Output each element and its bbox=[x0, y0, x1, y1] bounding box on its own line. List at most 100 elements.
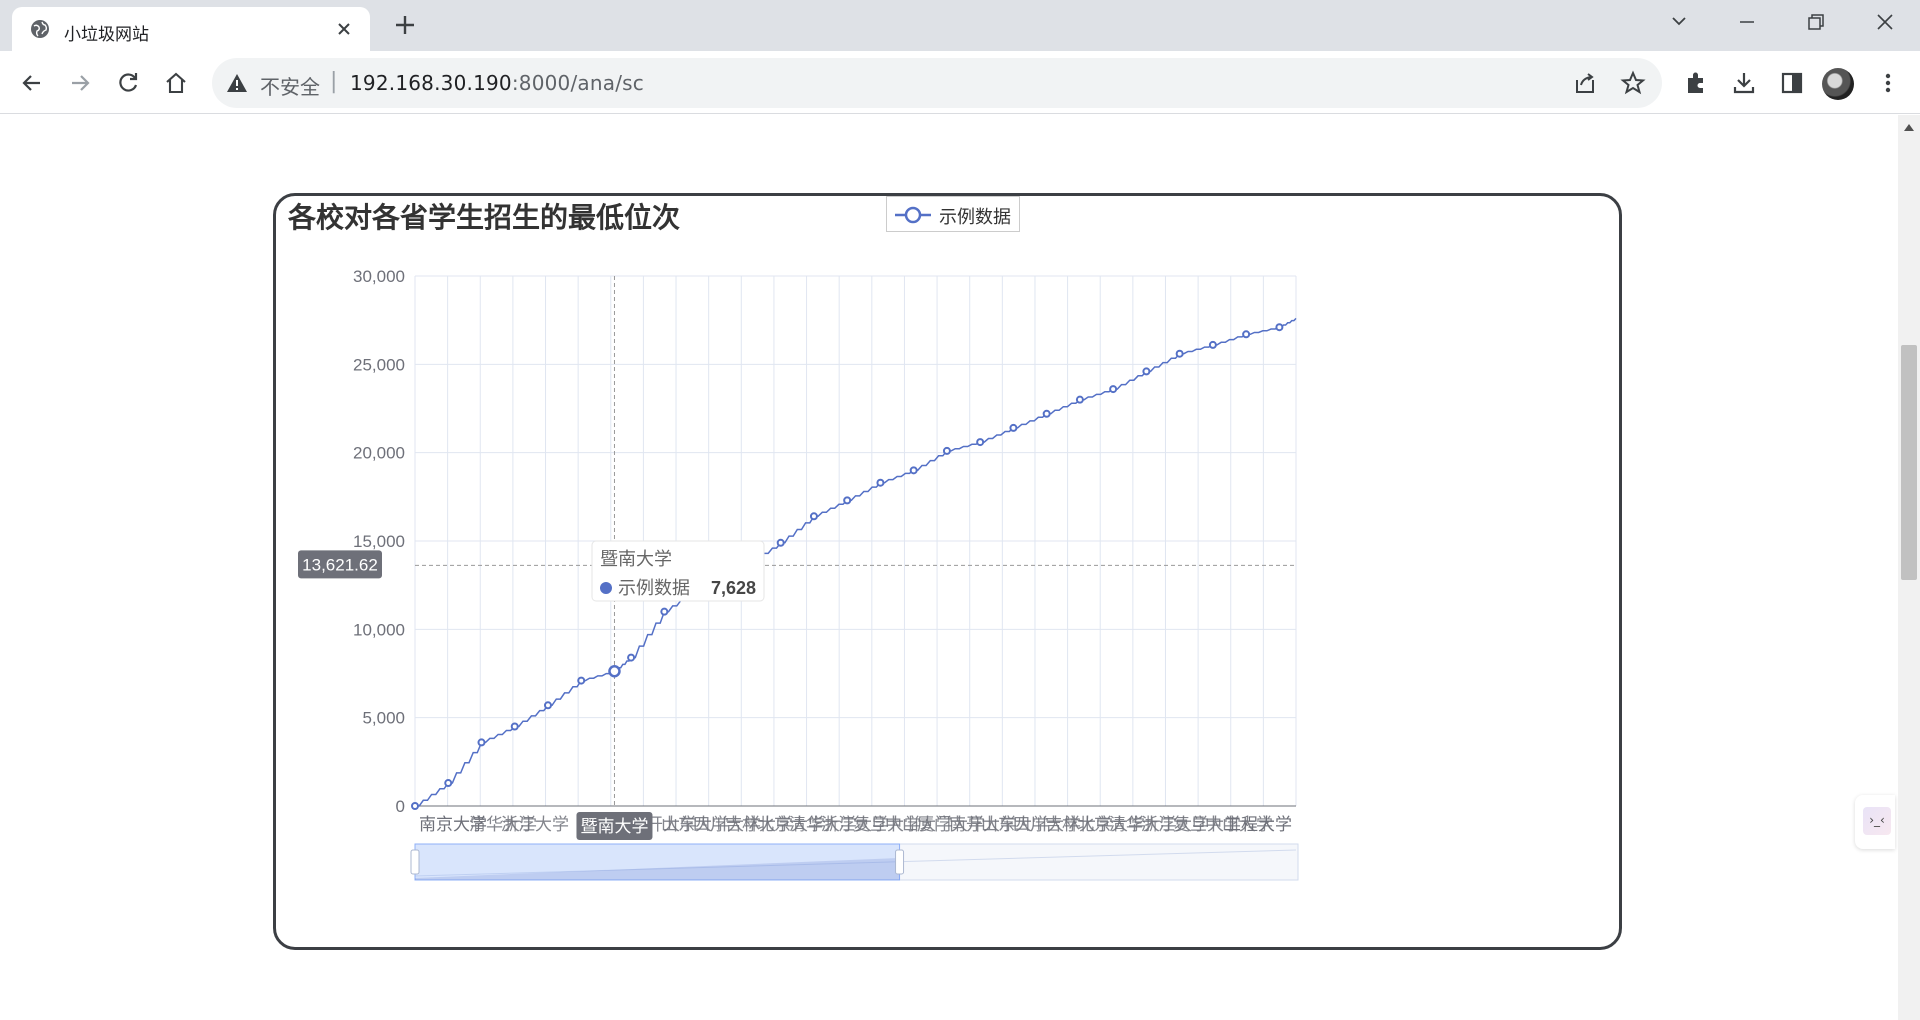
pointer-label-y-bg bbox=[298, 550, 382, 579]
data-point bbox=[1109, 385, 1118, 394]
pointer-label-x-bg bbox=[576, 812, 653, 840]
tab-title: 小垃圾网站 bbox=[64, 25, 149, 45]
y-tick-label: 25,000 bbox=[353, 355, 405, 374]
data-point bbox=[577, 676, 586, 685]
data-point bbox=[876, 478, 885, 487]
x-tick-label: 复旦大学 bbox=[853, 815, 921, 834]
zoom-area bbox=[415, 858, 900, 880]
home-icon[interactable] bbox=[162, 69, 190, 97]
minimize-icon[interactable] bbox=[1732, 10, 1762, 34]
data-point bbox=[411, 802, 419, 810]
x-tick-label: 北京大学 bbox=[757, 815, 825, 834]
forward-icon[interactable] bbox=[66, 69, 94, 97]
tooltip-marker bbox=[600, 582, 612, 594]
x-tick-label: 浙江大学 bbox=[501, 815, 569, 834]
avatar[interactable] bbox=[1822, 68, 1854, 100]
menu-icon[interactable] bbox=[1874, 69, 1902, 97]
side-widget[interactable]: ›_‹ bbox=[1855, 795, 1895, 849]
y-tick-label: 0 bbox=[396, 797, 405, 816]
separator: | bbox=[330, 69, 338, 94]
restore-icon[interactable] bbox=[1800, 10, 1830, 34]
x-tick-label: 四川大学 bbox=[1013, 815, 1081, 834]
data-point bbox=[976, 438, 985, 447]
scrollbar[interactable] bbox=[1898, 115, 1920, 1020]
pointer-label-y: 13,621.62 bbox=[302, 555, 378, 574]
address-bar[interactable]: 不安全 | 192.168.30.190:8000/ana/sc bbox=[212, 58, 1662, 108]
data-point bbox=[1009, 423, 1018, 432]
url-host: 192.168.30.190 bbox=[350, 71, 512, 95]
x-tick-label: 南京大学 bbox=[419, 815, 487, 834]
x-tick-label: 山东大学 bbox=[981, 815, 1049, 834]
y-tick-label: 20,000 bbox=[353, 444, 405, 463]
browser-tab[interactable]: 小垃圾网站 bbox=[12, 7, 370, 51]
globe-icon bbox=[31, 20, 49, 38]
x-tick-label: 厦门大学 bbox=[917, 815, 985, 834]
data-point bbox=[1275, 323, 1284, 332]
share-icon[interactable] bbox=[1572, 70, 1598, 96]
tab-search-icon[interactable] bbox=[1664, 10, 1694, 34]
zoom-handle-right[interactable] bbox=[895, 849, 905, 875]
x-tick-label: 吉林大学 bbox=[1045, 815, 1113, 834]
data-point bbox=[660, 607, 669, 616]
legend-line-icon bbox=[895, 206, 931, 224]
data-point bbox=[1175, 349, 1184, 358]
hover-point bbox=[608, 664, 621, 678]
chart-legend[interactable]: 示例数据 bbox=[886, 196, 1020, 232]
data-point bbox=[1042, 409, 1051, 418]
assistant-icon[interactable]: ›_‹ bbox=[1863, 807, 1891, 835]
data-point bbox=[776, 538, 785, 547]
extensions-icon[interactable] bbox=[1682, 69, 1710, 97]
data-point bbox=[843, 496, 852, 505]
download-icon[interactable] bbox=[1730, 69, 1758, 97]
data-point bbox=[510, 722, 519, 731]
x-tick-label: 复旦大学 bbox=[1173, 815, 1241, 834]
zoom-track bbox=[414, 843, 1299, 881]
back-icon[interactable] bbox=[18, 69, 46, 97]
side-panel-icon[interactable] bbox=[1778, 69, 1806, 97]
security-label[interactable]: 不安全 bbox=[260, 75, 320, 99]
warning-icon[interactable] bbox=[226, 73, 248, 93]
tooltip-series: 示例数据 bbox=[618, 578, 690, 598]
chart-card: 0 5,000 10,000 15,000 20,000 25,000 30,000 南京大学… bbox=[273, 193, 1622, 950]
series-line bbox=[415, 317, 1297, 807]
x-tick-label: 工程大学 bbox=[1224, 815, 1292, 834]
y-tick-label: 5,000 bbox=[362, 709, 405, 728]
x-tick-label: 清华大学 bbox=[469, 815, 537, 834]
close-window-icon[interactable] bbox=[1870, 10, 1900, 34]
x-tick-label: 北京大学 bbox=[1077, 815, 1145, 834]
y-tick-label: 30,000 bbox=[353, 267, 405, 286]
legend-label: 示例数据 bbox=[939, 207, 1011, 228]
reload-icon[interactable] bbox=[114, 69, 142, 97]
tooltip-value: 7,628 bbox=[711, 578, 756, 598]
new-tab-icon[interactable] bbox=[392, 12, 418, 38]
tooltip-category: 暨南大学 bbox=[600, 549, 672, 569]
data-point bbox=[477, 738, 486, 747]
x-tick-label: 中山大学 bbox=[885, 815, 953, 834]
x-tick-label: 南开大学 bbox=[949, 815, 1017, 834]
page-viewport: 0 5,000 10,000 15,000 20,000 25,000 30,000 南京大学… bbox=[0, 115, 1898, 1020]
data-point bbox=[909, 466, 918, 475]
data-point bbox=[942, 446, 951, 455]
close-icon[interactable] bbox=[334, 19, 354, 39]
browser-toolbar: 不安全 | 192.168.30.190:8000/ana/sc bbox=[0, 51, 1920, 114]
x-tick-label: 中山大学 bbox=[1205, 815, 1273, 834]
x-tick-label: 清华大学 bbox=[789, 815, 857, 834]
y-tick-label: 10,000 bbox=[353, 620, 405, 639]
url-text[interactable]: 192.168.30.190:8000/ana/sc bbox=[350, 71, 644, 95]
data-point bbox=[1075, 395, 1084, 404]
data-point bbox=[627, 653, 636, 662]
zoom-handle-left[interactable] bbox=[410, 849, 420, 875]
x-tick-label: 浙江大学 bbox=[821, 815, 889, 834]
scroll-up-icon[interactable] bbox=[1904, 123, 1914, 131]
y-tick-label: 15,000 bbox=[353, 532, 405, 551]
scroll-thumb[interactable] bbox=[1901, 345, 1917, 580]
x-tick-label: 清华大学 bbox=[1109, 815, 1177, 834]
line-chart[interactable]: 0 5,000 10,000 15,000 20,000 25,000 30,000 南京大学… bbox=[276, 196, 1619, 947]
chart-title: 各校对各省学生招生的最低位次 bbox=[288, 201, 681, 234]
data-point bbox=[1242, 330, 1251, 339]
zoom-preview-line bbox=[414, 849, 1297, 877]
bookmark-star-icon[interactable] bbox=[1620, 70, 1646, 96]
url-path: :8000/ana/sc bbox=[511, 71, 644, 95]
x-tick-label: 四川大学 bbox=[693, 815, 761, 834]
data-point bbox=[1142, 367, 1151, 376]
